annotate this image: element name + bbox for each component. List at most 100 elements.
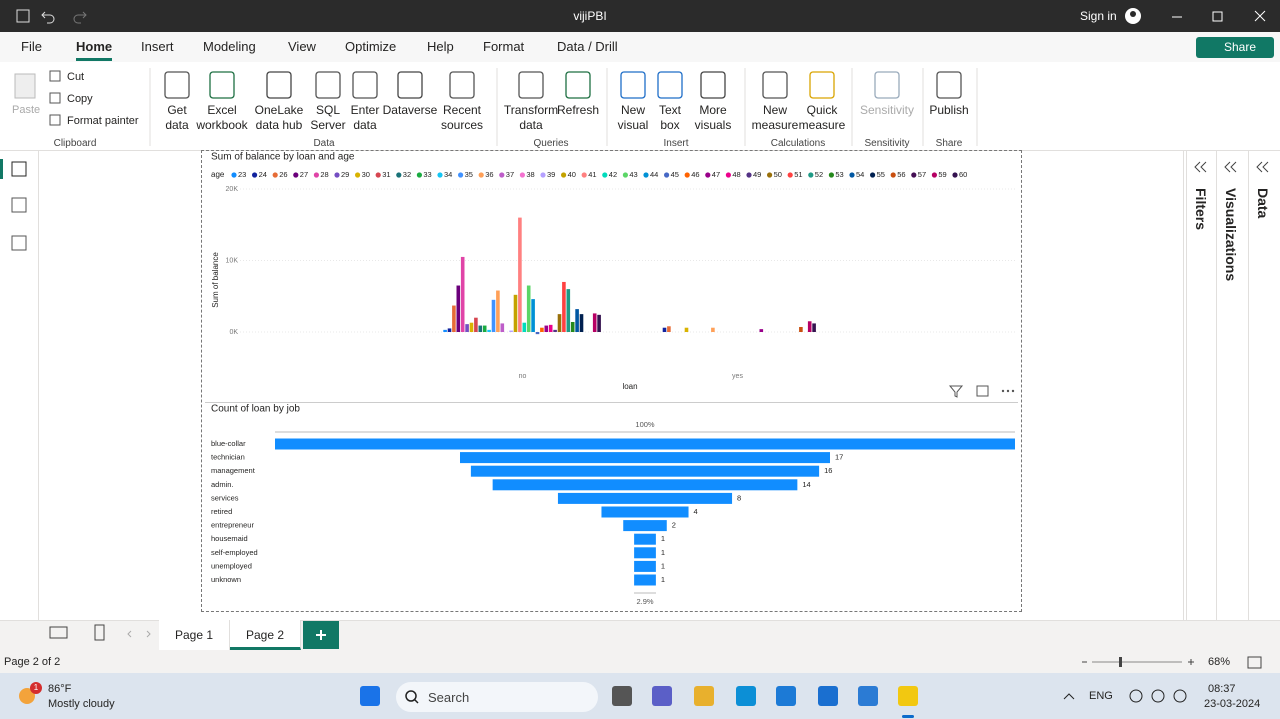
chevron [1256,161,1269,173]
category-label: admin. [211,480,234,489]
app-icon [360,686,380,706]
menu-tab[interactable]: Format [483,39,525,54]
menu-tab[interactable]: Home [76,39,113,54]
category-label: retired [211,507,232,516]
data-label: 1 [661,534,665,543]
sign-in[interactable]: Sign in [1080,9,1117,23]
x-tick-label: no [519,373,527,380]
bar [553,329,557,332]
bar [522,322,527,332]
button-icon [209,71,235,99]
legend-entry: 51 [794,170,802,179]
chevron [1224,161,1237,173]
add-page[interactable] [303,621,339,649]
legend-entry: 27 [300,170,308,179]
button-icon [518,71,544,99]
legend-marker [252,172,258,178]
category-label: blue-collar [211,439,246,448]
ribbon-button[interactable]: Format painter [67,115,139,127]
visual-separator [205,402,1018,403]
app-icon [898,686,918,706]
ribbon [0,62,1280,151]
bar [711,327,715,332]
app-icon [652,686,672,706]
window-controls [1125,8,1266,24]
menu-tab[interactable]: Modeling [203,39,256,54]
page-tab[interactable]: Page 2 [230,620,301,650]
ribbon-icons [14,68,978,146]
clock-time: 08:37 [1208,683,1236,695]
search-box[interactable]: Search [396,682,598,712]
menu-tab[interactable]: File [21,39,42,54]
legend-entry: 31 [382,170,390,179]
menu-tab[interactable]: Help [427,39,454,54]
ribbon-button[interactable]: Quick measure [798,103,846,132]
button-icon [874,71,900,99]
legend-marker [725,172,732,178]
ribbon-button[interactable]: OneLake data hub [254,103,304,132]
pane-title[interactable]: Visualizations [1223,188,1239,282]
ribbon-button[interactable]: Recent sources [440,103,484,132]
bar [456,285,461,332]
funnel-top-label: 100% [635,420,655,429]
ribbon-button[interactable]: Copy [67,93,93,105]
ribbon-button[interactable]: Dataverse [382,103,438,117]
tray-icon [1151,689,1165,703]
pane-chevron [1256,161,1269,173]
ribbon-button[interactable]: Enter data [350,103,380,132]
category-label: unknown [211,575,241,584]
funnel-bar [634,574,656,586]
ribbon-button[interactable]: Transform data [503,103,559,132]
funnel-bar [557,492,733,504]
badge-count: 1 [34,683,39,692]
ribbon-button[interactable]: More visuals [694,103,732,132]
save-icon [16,9,30,23]
bar [667,326,671,332]
ribbon-button[interactable]: Cut [67,71,85,83]
data-label: 1 [661,561,665,570]
legend-entry: 43 [629,170,637,179]
panes-divider [1183,151,1184,620]
pane-title[interactable]: Filters [1193,188,1209,231]
share-button[interactable]: Share [1196,37,1274,58]
app-icon [612,686,632,706]
ribbon-button[interactable]: New visual [617,103,649,132]
legend-entry: 30 [362,170,370,179]
legend-marker [499,172,505,178]
category-label: management [211,466,256,475]
legend-entry: 29 [341,170,349,179]
page-tab[interactable]: Page 1 [159,620,230,650]
ribbon-button[interactable]: Get data [165,103,189,132]
ribbon-button[interactable]: Publish [929,103,969,117]
more-options-dot [1006,389,1010,393]
bar [579,314,584,332]
bar [509,330,513,332]
ribbon-button[interactable]: Refresh [556,103,600,117]
menu-tab[interactable]: View [288,39,316,54]
funnel-bottom-label: 2.9% [636,597,653,606]
button-icon [449,71,475,99]
ribbon-button[interactable]: Sensitivity [859,103,915,117]
legend-entry: 23 [238,170,246,179]
active-tab-underline [76,58,112,61]
menu-tab[interactable]: Data / Drill [557,39,618,54]
model-view [11,235,27,251]
data-label: 1 [661,548,665,557]
ribbon-button[interactable]: Paste [12,104,41,116]
legend-marker [849,172,855,178]
ribbon-button[interactable]: Excel workbook [196,103,248,132]
pane-title[interactable]: Data [1255,188,1271,219]
funnel-bar [634,547,656,559]
legend-entry: 33 [423,170,431,179]
legend-marker [808,172,814,178]
ribbon-button[interactable]: New measure [751,103,799,132]
weather-badge [30,682,42,694]
menu-tab[interactable]: Insert [141,39,174,54]
menu-tab[interactable]: Optimize [345,39,397,54]
ribbon-button[interactable]: Text box [658,103,681,132]
legend-entry: 34 [444,170,452,179]
bar [496,290,500,332]
data-label: 8 [737,493,741,502]
ribbon-button[interactable]: SQL Server [310,103,346,132]
legend-entry: 35 [465,170,473,179]
